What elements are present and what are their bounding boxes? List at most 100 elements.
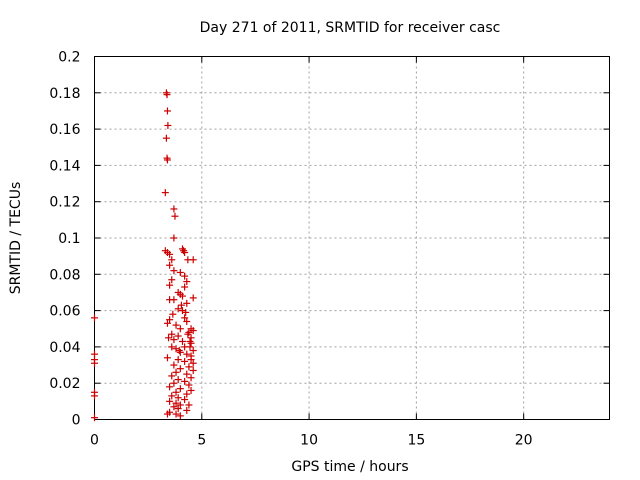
x-tick-label: 15 xyxy=(407,433,425,449)
data-point xyxy=(186,337,194,345)
data-point xyxy=(180,247,188,255)
data-point xyxy=(184,330,192,338)
data-point xyxy=(170,403,178,411)
y-tick-label: 0.16 xyxy=(49,122,80,138)
data-point xyxy=(189,359,197,367)
data-point xyxy=(163,410,171,418)
y-tick-label: 0.12 xyxy=(49,195,80,211)
data-point xyxy=(168,343,176,351)
data-point xyxy=(174,356,182,364)
data-point xyxy=(183,317,191,325)
data-point xyxy=(176,268,184,276)
data-point xyxy=(174,405,182,413)
data-point xyxy=(170,336,178,344)
y-tick-labels: 0 0.02 0.04 0.06 0.08 0.1 0.12 0.14 0.16 0.18 0.2 xyxy=(49,50,80,429)
data-point xyxy=(181,377,189,385)
x-axis-label: GPS time / hours xyxy=(291,459,408,475)
data-point xyxy=(166,250,174,258)
data-point xyxy=(170,361,178,369)
data-point xyxy=(170,379,178,387)
data-point xyxy=(164,121,172,129)
data-point xyxy=(172,368,180,376)
data-point xyxy=(181,272,189,280)
data-point xyxy=(91,314,98,322)
data-point xyxy=(165,334,173,342)
y-tick-label: 0.14 xyxy=(49,158,80,174)
data-point xyxy=(183,406,191,414)
data-point xyxy=(170,234,178,242)
data-point xyxy=(189,256,197,264)
data-point xyxy=(172,321,180,329)
data-point xyxy=(174,376,182,384)
data-point xyxy=(175,347,183,355)
data-point xyxy=(183,299,191,307)
chart-title: Day 271 of 2011, SRMTID for receiver cas… xyxy=(200,20,501,36)
data-point xyxy=(166,281,174,289)
x-tick-label: 10 xyxy=(300,433,318,449)
data-point xyxy=(187,386,195,394)
data-point xyxy=(166,383,174,391)
data-point xyxy=(181,314,189,322)
data-point xyxy=(168,256,176,264)
y-tick-label: 0.04 xyxy=(49,340,80,356)
data-point xyxy=(178,337,186,345)
data-point xyxy=(176,365,184,373)
data-point xyxy=(91,392,98,400)
data-point xyxy=(172,345,180,353)
data-point xyxy=(181,396,189,404)
data-point xyxy=(174,394,182,402)
y-tick-label: 0.18 xyxy=(49,86,80,102)
data-point xyxy=(183,350,191,358)
data-point xyxy=(185,381,193,389)
data-point xyxy=(183,370,191,378)
data-points xyxy=(91,89,197,422)
data-point xyxy=(172,399,180,407)
axis-ticks xyxy=(94,56,610,420)
data-point xyxy=(169,310,177,318)
data-point xyxy=(172,388,180,396)
data-point xyxy=(172,410,180,418)
data-point xyxy=(170,205,178,213)
data-point xyxy=(176,325,184,333)
data-point xyxy=(163,107,171,115)
data-point xyxy=(181,357,189,365)
x-tick-labels: 0 5 10 15 20 xyxy=(90,433,533,449)
data-point xyxy=(183,278,191,286)
y-tick-label: 0 xyxy=(72,413,81,429)
data-point xyxy=(176,412,184,420)
data-point xyxy=(185,401,193,409)
data-point xyxy=(189,294,197,302)
data-point xyxy=(91,359,98,367)
data-point xyxy=(189,347,197,355)
data-point xyxy=(187,374,195,382)
data-point xyxy=(189,327,197,335)
data-point xyxy=(166,261,174,269)
data-point xyxy=(168,392,176,400)
data-point xyxy=(168,372,176,380)
data-point xyxy=(187,352,195,360)
data-point xyxy=(185,363,193,371)
data-point xyxy=(163,354,171,362)
y-axis-label: SRMTID / TECUs xyxy=(8,182,24,295)
data-point xyxy=(183,390,191,398)
y-tick-label: 0.08 xyxy=(49,267,80,283)
data-point xyxy=(181,283,189,291)
data-point xyxy=(189,366,197,374)
y-tick-label: 0.2 xyxy=(58,50,80,66)
data-point xyxy=(170,296,178,304)
data-point xyxy=(168,276,176,284)
y-tick-label: 0.1 xyxy=(58,231,80,247)
x-tick-label: 20 xyxy=(515,433,533,449)
data-point xyxy=(161,189,169,197)
data-point xyxy=(163,91,171,99)
data-point xyxy=(174,305,182,313)
data-point xyxy=(91,414,98,422)
data-point xyxy=(182,308,190,316)
data-point xyxy=(166,397,174,405)
data-point xyxy=(162,89,170,97)
x-tick-label: 0 xyxy=(90,433,99,449)
data-point xyxy=(163,319,171,327)
data-point xyxy=(187,339,195,347)
data-point xyxy=(176,385,184,393)
